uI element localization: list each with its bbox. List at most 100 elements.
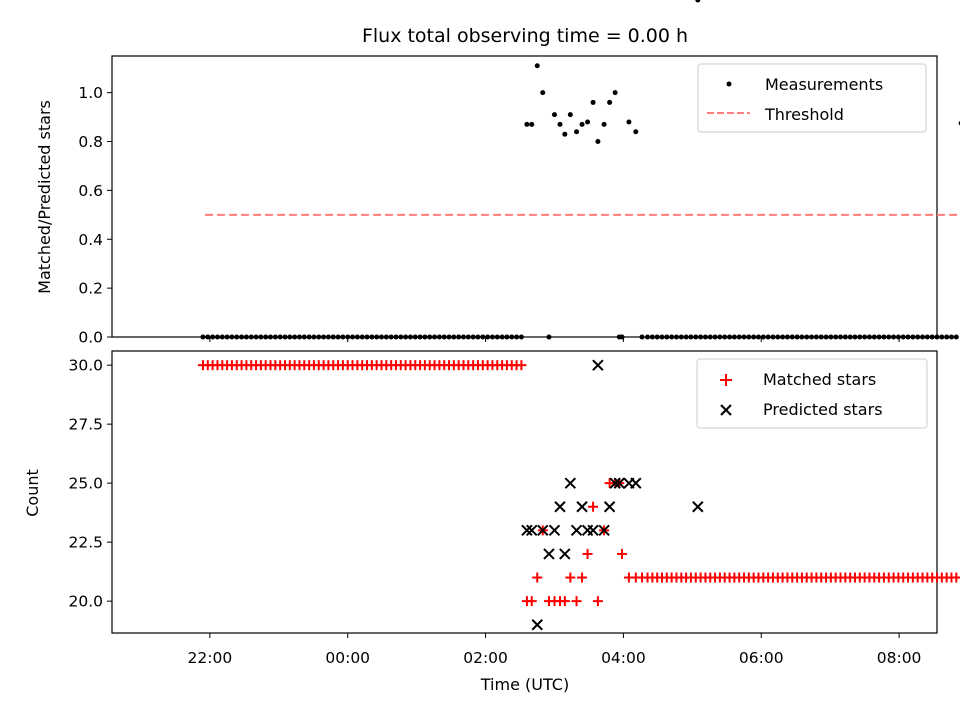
measurement-point xyxy=(751,334,757,340)
measurement-point xyxy=(546,334,552,340)
bottom-panel: Count 20.0 22.5 25.0 27.5 30.0 22:00 00:00 02:0… xyxy=(23,350,960,694)
measurement-point xyxy=(607,99,613,105)
predicted-star-point xyxy=(613,477,625,489)
measurement-point xyxy=(736,334,742,340)
measurement-point xyxy=(891,334,897,340)
measurement-point xyxy=(619,334,625,340)
measurement-point xyxy=(693,334,699,340)
y-tick-label: 20.0 xyxy=(68,593,103,611)
measurement-point xyxy=(852,334,858,340)
top-legend: Measurements Threshold xyxy=(697,63,927,133)
measurement-point xyxy=(340,334,346,340)
measurement-point xyxy=(886,334,892,340)
x-tick-label: 00:00 xyxy=(325,649,370,667)
bottom-legend-box xyxy=(696,358,928,429)
measurement-point xyxy=(664,334,670,340)
measurement-point xyxy=(350,334,356,340)
measurement-point xyxy=(470,334,476,340)
legend-threshold-label: Threshold xyxy=(764,105,844,124)
measurement-point xyxy=(649,334,655,340)
y-tick-label: 0.4 xyxy=(78,231,103,249)
measurement-point xyxy=(214,334,220,340)
measurement-point xyxy=(601,121,607,127)
measurement-point xyxy=(866,334,872,340)
measurement-point xyxy=(944,334,950,340)
predicted-star-point xyxy=(576,501,588,513)
measurement-point xyxy=(321,334,327,340)
measurement-point xyxy=(287,334,293,340)
bottom-legend: Matched stars Predicted stars xyxy=(696,358,928,429)
measurement-point xyxy=(551,112,557,118)
measurement-point xyxy=(760,334,766,340)
measurement-point xyxy=(809,334,815,340)
y-tick-label: 22.5 xyxy=(68,534,103,552)
measurement-point xyxy=(354,334,360,340)
measurement-point xyxy=(335,334,341,340)
measurement-point xyxy=(436,334,442,340)
predicted-star-point xyxy=(592,359,604,371)
top-panel-ylabel: Matched/Predicted stars xyxy=(35,100,54,294)
measurement-point xyxy=(427,334,433,340)
measurement-point xyxy=(924,334,930,340)
measurement-point xyxy=(876,334,882,340)
y-tick-label: 30.0 xyxy=(68,357,103,375)
measurement-point xyxy=(847,334,853,340)
measurement-point xyxy=(263,334,269,340)
measurement-point xyxy=(746,334,752,340)
measurement-point xyxy=(509,334,515,340)
bottom-panel-ylabel: Count xyxy=(23,469,42,517)
measurement-point xyxy=(780,334,786,340)
measurement-point xyxy=(383,334,389,340)
measurement-point xyxy=(585,119,591,125)
measurement-point xyxy=(765,334,771,340)
measurement-point xyxy=(818,334,824,340)
measurement-point xyxy=(789,334,795,340)
matched-star-point xyxy=(532,572,543,583)
top-panel-plot-area: 0.0 0.2 0.4 0.6 0.8 1.0 xyxy=(78,0,960,347)
measurement-point xyxy=(422,334,428,340)
measurement-point xyxy=(378,334,384,340)
bottom-panel-plot-area: 20.0 22.5 25.0 27.5 30.0 22:00 00:00 02:00 04:00… xyxy=(68,357,960,667)
measurement-point xyxy=(518,334,524,340)
measurement-point xyxy=(306,334,312,340)
bottom-panel-frame xyxy=(111,350,938,634)
measurement-point xyxy=(683,334,689,340)
legend-predicted-marker xyxy=(720,404,732,416)
measurement-point xyxy=(905,334,911,340)
measurement-point xyxy=(268,334,274,340)
measurement-point xyxy=(461,334,467,340)
measurement-point xyxy=(953,334,959,340)
measurement-point xyxy=(494,334,500,340)
measurement-point xyxy=(948,334,954,340)
measurement-point xyxy=(485,334,491,340)
measurement-point xyxy=(345,334,351,340)
measurement-point xyxy=(828,334,834,340)
measurement-point xyxy=(465,334,471,340)
measurement-point xyxy=(417,334,423,340)
measurement-point xyxy=(210,334,216,340)
measurement-point xyxy=(804,334,810,340)
x-axis-label: Time (UTC) xyxy=(480,675,569,694)
measurement-point xyxy=(364,334,370,340)
top-legend-box xyxy=(697,63,927,133)
predicted-star-point xyxy=(581,524,594,537)
matched-star-point xyxy=(526,596,537,607)
measurement-point xyxy=(292,334,298,340)
measurement-point xyxy=(219,334,225,340)
predicted-star-point xyxy=(537,524,549,537)
measurement-point xyxy=(316,334,322,340)
measurement-point xyxy=(282,334,288,340)
measurement-point xyxy=(698,334,704,340)
measurement-point xyxy=(895,334,901,340)
legend-matched-label: Matched stars xyxy=(763,370,876,389)
x-tick-label: 08:00 xyxy=(877,649,922,667)
measurement-point xyxy=(857,334,863,340)
measurement-point xyxy=(205,334,211,340)
y-tick-label: 0.8 xyxy=(78,133,103,151)
measurement-point xyxy=(775,334,781,340)
x-tick-label: 04:00 xyxy=(601,649,646,667)
measurement-point xyxy=(248,334,254,340)
predicted-star-point xyxy=(526,524,538,537)
matched-star-point xyxy=(588,501,599,512)
